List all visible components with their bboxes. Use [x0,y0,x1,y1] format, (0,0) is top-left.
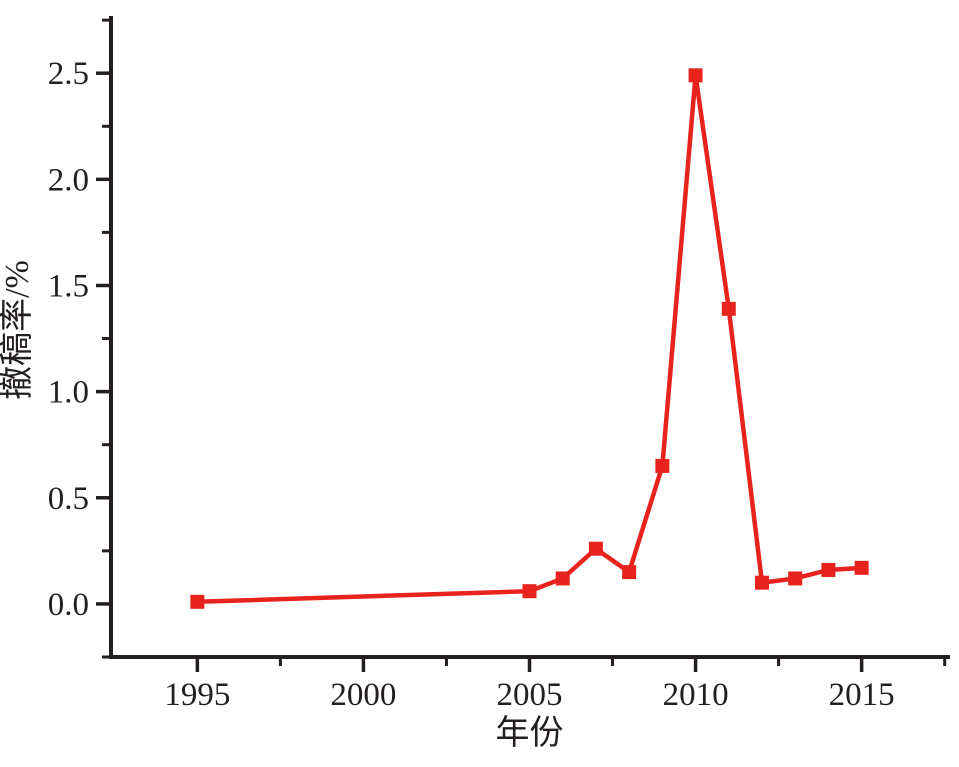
data-point-marker [721,301,736,316]
data-point-marker [854,560,869,575]
y-tick-label: 2.0 [48,162,89,198]
data-point-marker [190,594,205,609]
data-point-marker [555,571,570,586]
y-axis-label: 撤稿率/% [0,260,36,400]
data-point-marker [655,458,670,473]
y-tick-label: 1.0 [48,375,89,411]
x-tick-label: 1995 [164,677,230,713]
data-point-marker [788,571,803,586]
data-point-marker [622,565,637,580]
y-tick-label: 2.5 [48,56,89,92]
y-tick-label: 0.0 [48,587,89,623]
data-line [197,75,862,605]
y-tick-label: 1.5 [48,268,89,304]
data-point-marker [821,562,836,577]
data-point-marker [588,541,603,556]
x-tick-label: 2000 [330,677,396,713]
x-tick-label: 2015 [829,677,895,713]
data-point-marker [688,68,703,83]
data-point-marker [522,584,537,599]
chart-plot-area: 0.0 0.5 1.0 1.5 2.0 2.5 1995 2000 2005 2010 2015 [48,16,950,713]
x-tick-label: 2010 [663,677,729,713]
x-axis-label: 年份 [496,714,564,752]
data-point-marker [755,575,769,590]
axis-spines [109,16,950,659]
y-tick-label: 0.5 [48,481,89,517]
x-tick-label: 2005 [497,677,563,713]
